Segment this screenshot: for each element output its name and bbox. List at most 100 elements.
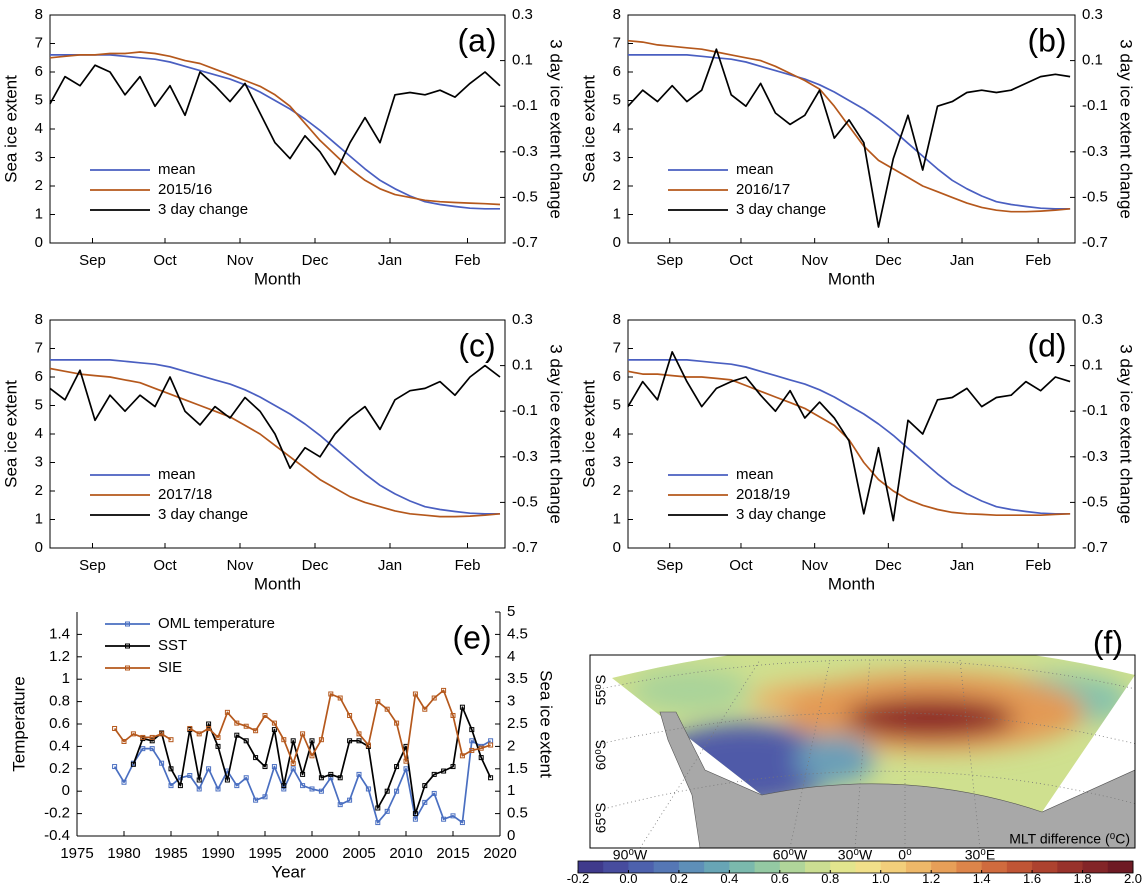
point-marker (384, 706, 390, 712)
x-tick-label: Nov (227, 252, 254, 269)
point-marker (309, 786, 315, 792)
point-marker (234, 783, 240, 789)
y-axis-label: Sea ice extent (579, 75, 598, 183)
y2-axis-label: 3 day ice extent change (547, 39, 566, 219)
x-tick-label: Feb (1025, 252, 1051, 269)
y2-tick-label: -0.3 (1082, 448, 1108, 465)
point-marker (271, 764, 277, 770)
panel-letter: (d) (1027, 327, 1066, 363)
y-tick-label: 2 (35, 482, 43, 499)
point-marker (459, 704, 465, 710)
point-marker (112, 764, 118, 770)
point-marker (337, 775, 343, 781)
y-axis-label: Sea ice extent (1, 380, 20, 488)
x-axis-label: Month (254, 574, 301, 593)
point-marker (394, 720, 400, 726)
point-marker (450, 764, 456, 770)
lon-label: 30⁰E (965, 847, 996, 863)
y2-tick-label: 3 (507, 693, 515, 710)
field-blob (845, 698, 1015, 738)
colorbar-swatch (653, 861, 680, 873)
point-marker (149, 738, 155, 744)
colorbar-swatch (754, 861, 781, 873)
colorbar-label: MLT difference (⁰C) (1009, 831, 1130, 847)
series-line (627, 48, 1071, 228)
y2-tick-label: 0 (507, 827, 515, 844)
x-tick-label: Jan (378, 557, 402, 574)
map-frame (589, 654, 1136, 849)
point-marker (140, 734, 146, 740)
y-tick-label: 0 (35, 234, 43, 251)
point-marker (431, 771, 437, 777)
point-marker (149, 734, 155, 740)
y-tick-label: 6 (613, 63, 621, 80)
y-tick-label: 2 (613, 177, 621, 194)
point-marker (309, 738, 315, 744)
point-marker (159, 760, 165, 766)
point-marker (384, 808, 390, 814)
point-marker (215, 786, 221, 792)
point-marker (403, 758, 409, 764)
point-marker (412, 691, 418, 697)
y-tick-label: 3 (35, 453, 43, 470)
colorbar-swatch (880, 861, 907, 873)
y-tick-label: 5 (613, 396, 621, 413)
point-marker (224, 777, 230, 783)
series-line (50, 359, 500, 515)
graticule-line (789, 659, 831, 848)
point-marker (140, 746, 146, 752)
y2-tick-label: -0.7 (512, 234, 538, 251)
x-tick-label: Feb (455, 557, 481, 574)
y-tick-label: -0.2 (44, 805, 70, 822)
y-tick-label: -0.4 (44, 827, 70, 844)
series-line (627, 39, 1071, 213)
legend-label: 2018/19 (736, 486, 790, 503)
legend-marker (125, 643, 130, 649)
y-tick-label: 3 (613, 148, 621, 165)
point-marker (168, 783, 174, 789)
graticule-line (594, 712, 1135, 746)
y-tick-label: 2 (613, 482, 621, 499)
y-tick-label: 6 (613, 368, 621, 385)
y-tick-label: 7 (35, 339, 43, 356)
colorbar-tick-label: 2.0 (1124, 871, 1142, 886)
point-marker (441, 687, 447, 693)
point-marker (375, 699, 381, 705)
point-marker (168, 737, 174, 743)
y2-tick-label: 2 (507, 737, 515, 754)
y2-tick-label: -0.7 (1082, 234, 1108, 251)
panel-letter: (f) (1093, 624, 1123, 660)
x-tick-label: Oct (153, 252, 177, 269)
x-tick-label: Sep (79, 557, 106, 574)
point-marker (281, 783, 287, 789)
point-marker (431, 790, 437, 796)
line-panel: 0 1 2 3 4 5 6 7 8 -0.7 -0.5 -0.3 -0.1 0.1 0.3 Sep Oct Nov… (579, 6, 1135, 289)
y2-tick-label: -0.7 (1082, 539, 1108, 556)
y-tick-label: 8 (613, 6, 621, 23)
legend-label: mean (158, 466, 196, 483)
point-marker (234, 732, 240, 738)
x-tick-label: Jan (950, 252, 974, 269)
y2-tick-label: -0.1 (512, 402, 538, 419)
point-marker (262, 794, 268, 800)
line-panel: 0 1 2 3 4 5 6 7 8 -0.7 -0.5 -0.3 -0.1 0.1 0.3 Sep Oct Nov… (579, 311, 1135, 594)
colorbar-swatch (1032, 861, 1058, 873)
point-marker (412, 811, 418, 817)
colorbar-swatch (981, 861, 1008, 873)
y2-tick-label: -0.1 (1082, 97, 1108, 114)
y2-tick-label: 1 (507, 782, 515, 799)
legend-label: mean (736, 466, 774, 483)
point-marker (488, 775, 494, 781)
colorbar-tick-label: 1.0 (872, 871, 890, 886)
point-marker (478, 745, 484, 751)
x-axis-label: Month (828, 574, 875, 593)
point-marker (121, 779, 127, 785)
y-tick-label: 0 (613, 234, 621, 251)
legend-label: 2016/17 (736, 181, 790, 198)
point-marker (422, 783, 428, 789)
point-marker (412, 816, 418, 822)
point-marker (159, 731, 165, 737)
point-marker (253, 728, 259, 734)
plot-frame (49, 14, 506, 244)
y-tick-label: 1 (62, 670, 70, 687)
